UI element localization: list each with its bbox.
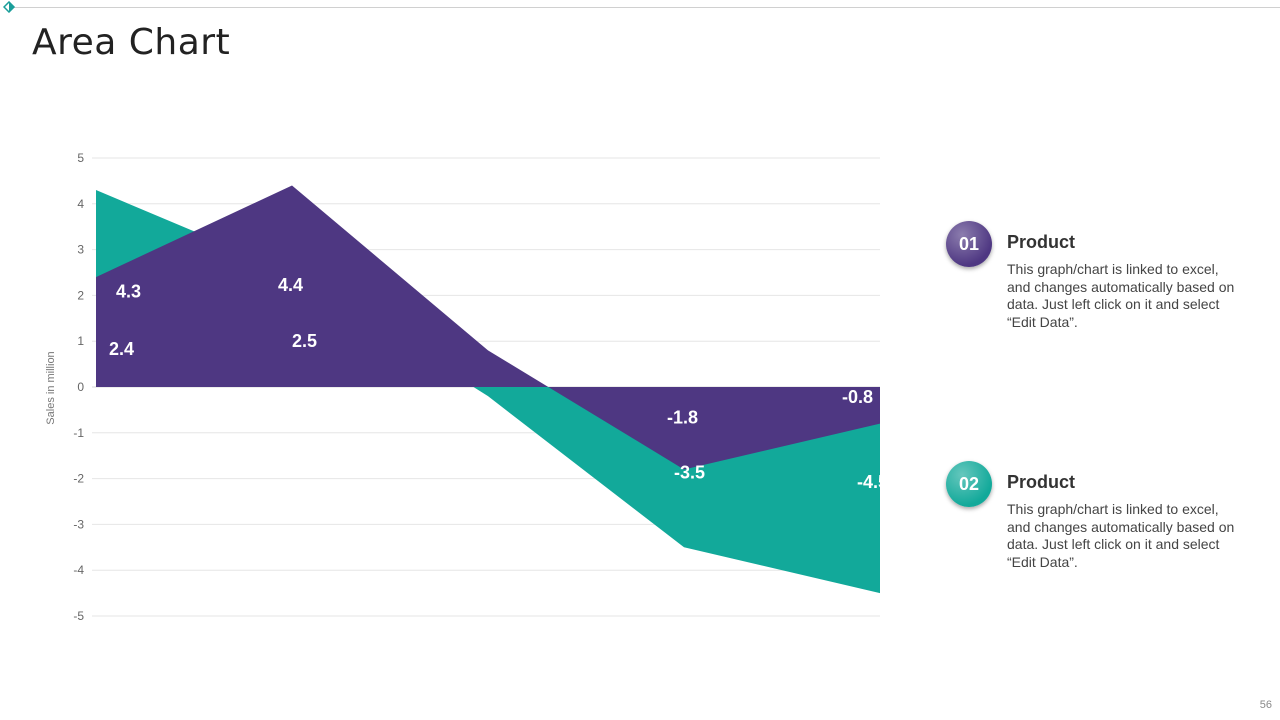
data-label: 2.4	[109, 339, 134, 359]
legend-badge-01: 01	[946, 221, 992, 267]
y-axis-ticks: 5 4 3 2 1 0 -1 -2 -3 -4 -5	[73, 151, 84, 623]
y-tick-label: 1	[77, 334, 84, 348]
legend-title: Product	[1007, 472, 1076, 492]
y-axis-label: Sales in million	[45, 351, 57, 424]
top-divider-line	[14, 7, 1280, 8]
diamond-logo-icon	[3, 1, 16, 13]
y-tick-label: -2	[73, 472, 84, 486]
data-label: -0.8	[842, 387, 873, 407]
series-2-area	[96, 185, 880, 470]
legend-title: Product	[1007, 232, 1076, 252]
legend-description: This graph/chart is linked to excel, and…	[1007, 501, 1235, 570]
legend-description: This graph/chart is linked to excel, and…	[1007, 261, 1235, 330]
y-tick-label: 4	[77, 197, 84, 211]
data-label: 4.4	[278, 275, 303, 295]
data-label: 4.3	[116, 281, 141, 301]
y-tick-label: -1	[73, 426, 84, 440]
y-tick-label: 2	[77, 288, 84, 302]
legend-item-product-01: 01 Product This graph/chart is linked to…	[946, 221, 1246, 341]
data-labels: 4.3 2.5 -3.5 -4.5 2.4 4.4 -1.8 -0.8	[109, 275, 888, 492]
data-label: -3.5	[674, 463, 705, 483]
data-label: -1.8	[667, 408, 698, 428]
y-tick-label: 5	[77, 151, 84, 165]
page-number: 56	[1259, 699, 1272, 711]
data-label: -4.5	[857, 472, 888, 492]
data-label: 2.5	[292, 331, 317, 351]
y-tick-label: 0	[77, 380, 84, 394]
y-tick-label: 3	[77, 243, 84, 257]
page-title: Area Chart	[32, 22, 231, 63]
y-tick-label: -5	[73, 609, 84, 623]
y-tick-label: -4	[73, 563, 84, 577]
chart-areas	[96, 185, 880, 594]
legend-item-product-02: 02 Product This graph/chart is linked to…	[946, 461, 1246, 581]
legend-badge-02: 02	[946, 461, 992, 507]
y-tick-label: -3	[73, 517, 84, 531]
